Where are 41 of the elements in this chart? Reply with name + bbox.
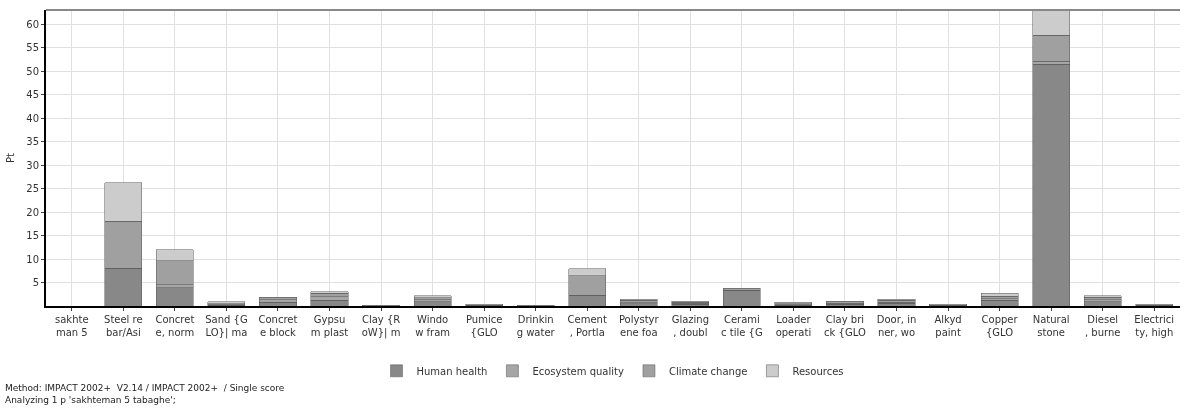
y-tick-label: 15: [26, 230, 39, 242]
y-tick-label: 5: [32, 277, 39, 289]
x-tick-label: Electrici ty, high: [1134, 314, 1175, 338]
x-tick-label: Natural stone: [1032, 314, 1070, 338]
x-tick-label: Clay {R oW}| m: [361, 314, 401, 339]
x-tick-label: Windo w fram: [415, 314, 451, 338]
x-tick-label: Steel re bar/Asi: [104, 314, 143, 338]
y-tick-label: 45: [26, 89, 39, 101]
x-tick-label: Concret e block: [258, 314, 298, 338]
legend-label: Climate change: [668, 365, 748, 377]
y-axis-title: Pt: [4, 152, 16, 163]
x-tick-label: Cement , Portla: [567, 314, 607, 338]
y-tick-label: 10: [26, 253, 39, 265]
x-tick-label: Drinkin g water: [516, 314, 556, 338]
x-tick-label: Concret e, norm: [155, 314, 195, 338]
x-tick-label: Loader operati: [775, 314, 812, 338]
legend-label: Ecosystem quality: [532, 365, 624, 377]
x-tick-label: Gypsu m plast: [310, 314, 349, 338]
x-tick-label: Sand {G LO}| ma: [205, 314, 248, 339]
x-tick-label: sakhte man 5: [55, 314, 89, 338]
y-tick-label: 60: [26, 18, 39, 30]
y-tick-label: 55: [26, 42, 39, 54]
legend-label: Resources: [792, 365, 844, 377]
y-tick-label: 35: [26, 136, 39, 148]
x-tick-label: Door, in ner, wo: [876, 314, 917, 338]
y-tick-label: 40: [26, 112, 39, 124]
x-tick-label: Glazing , doubl: [671, 314, 710, 338]
x-tick-label: Alkyd paint: [934, 314, 962, 338]
x-tick-label: Diesel , burne: [1084, 314, 1121, 338]
x-tick-label: Pumice {GLO: [465, 314, 503, 338]
x-tick-label: Clay bri ck {GLO: [824, 314, 866, 338]
legend-label: Human health: [416, 365, 488, 377]
x-tick-label: Cerami c tile {G: [721, 314, 763, 338]
y-tick-label: 20: [26, 206, 39, 218]
text: Method: IMPACT 2002+ V2.14 / IMPACT 2002+ / Single score: [5, 383, 285, 393]
x-tick-label: Polystyr ene foa: [618, 314, 660, 338]
y-tick-label: 25: [26, 183, 39, 195]
x-tick-label: Copper {GLO: [981, 314, 1019, 338]
text: Analyzing 1 p 'sakhteman 5 tabaghe';: [5, 395, 176, 405]
y-tick-label: 50: [26, 65, 39, 77]
y-tick-label: 30: [26, 159, 39, 171]
